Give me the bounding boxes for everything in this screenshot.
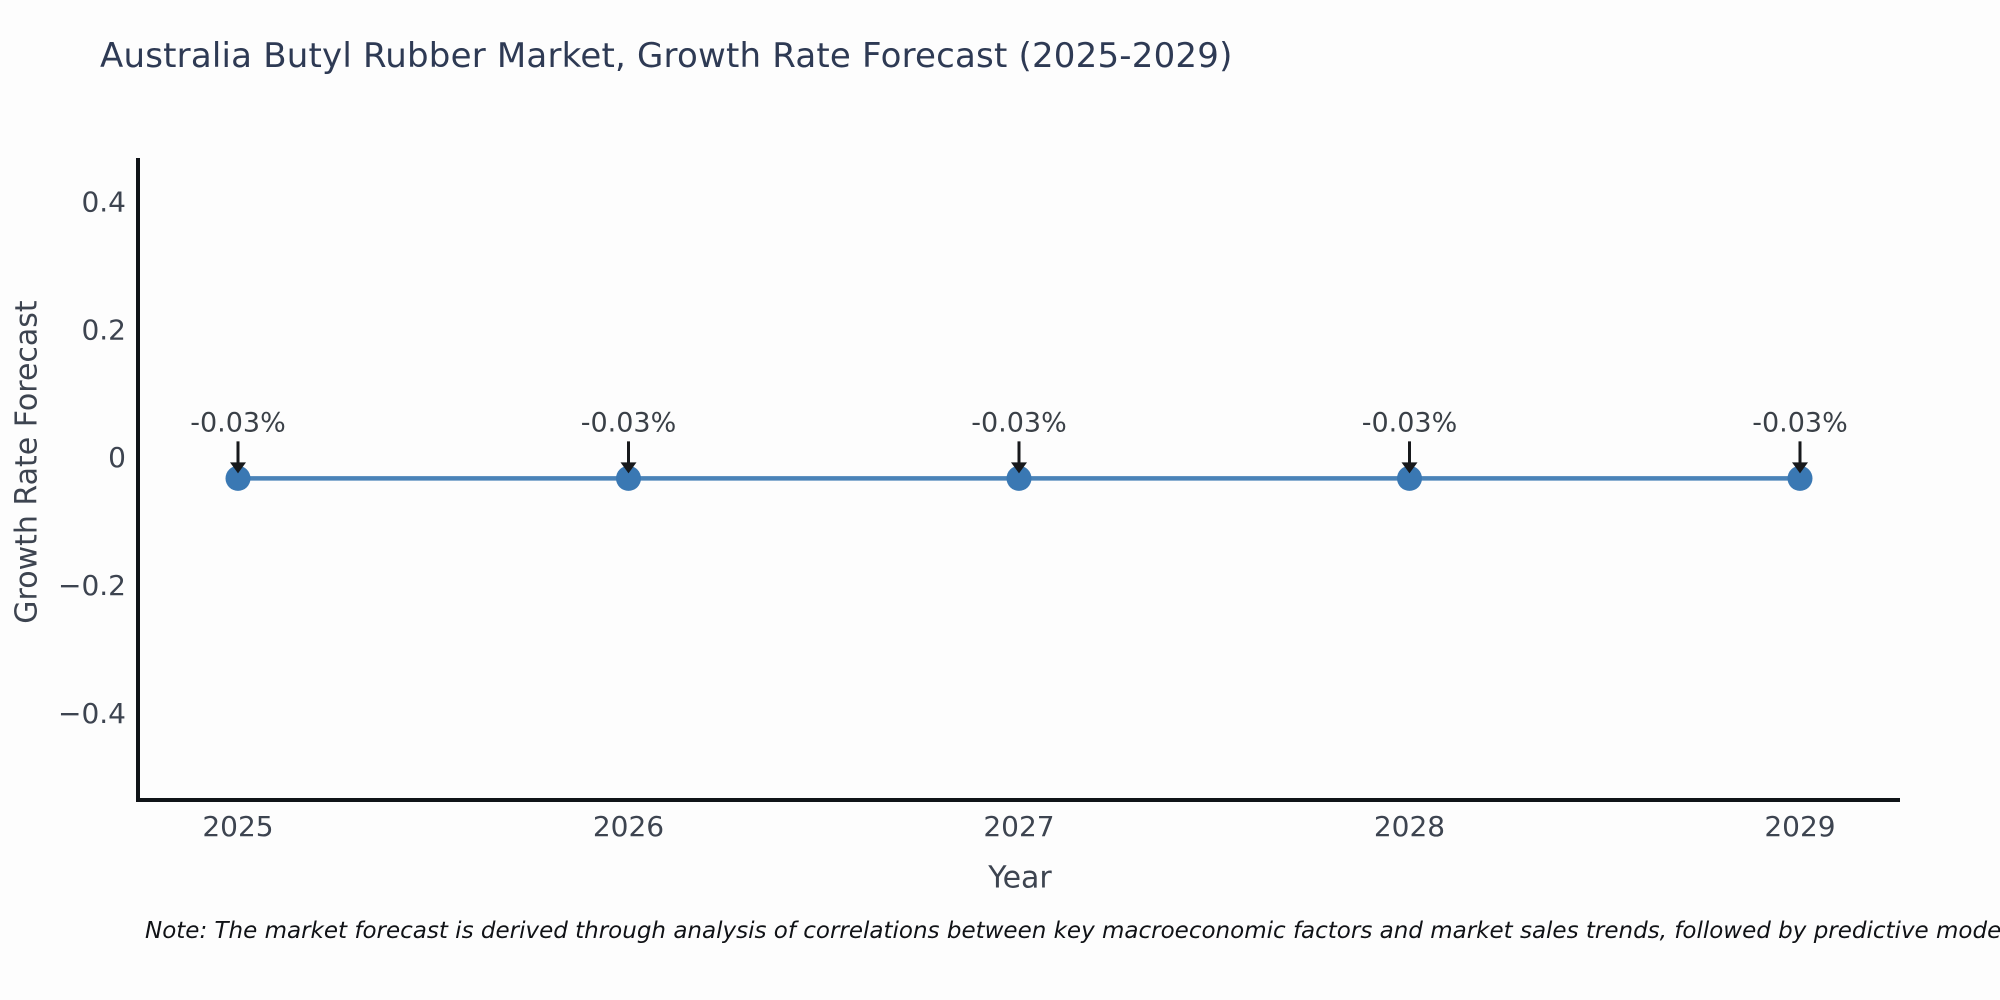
- data-point-marker: [616, 465, 641, 491]
- chart-title: Australia Butyl Rubber Market, Growth Ra…: [100, 36, 1233, 76]
- annotation-arrowhead: [1792, 462, 1808, 474]
- point-annotation: -0.03%: [190, 407, 286, 438]
- point-annotation: -0.03%: [1362, 407, 1458, 438]
- y-tick-label: 0.2: [81, 313, 126, 346]
- annotation-arrowhead: [620, 462, 637, 474]
- data-point-marker: [1397, 465, 1422, 491]
- x-tick-label: 2029: [1764, 810, 1835, 843]
- annotation-arrowhead: [1401, 462, 1418, 474]
- y-tick-label: 0: [108, 441, 126, 474]
- annotation-arrowhead: [1011, 462, 1027, 474]
- x-tick-label: 2025: [202, 810, 273, 843]
- x-tick-label: 2027: [983, 810, 1054, 843]
- y-tick-label: −0.4: [58, 697, 126, 730]
- point-annotation: -0.03%: [971, 407, 1067, 438]
- data-point-marker: [225, 465, 251, 491]
- point-annotation: -0.03%: [581, 407, 677, 438]
- y-tick-label: −0.2: [58, 569, 126, 602]
- y-tick-label: 0.4: [81, 185, 126, 218]
- data-point-marker: [1006, 465, 1032, 491]
- footnote: Note: The market forecast is derived thr…: [145, 918, 2000, 944]
- point-annotation: -0.03%: [1752, 407, 1848, 438]
- x-axis-title: Year: [988, 860, 1052, 896]
- annotation-arrowhead: [230, 462, 246, 474]
- x-tick-label: 2028: [1374, 810, 1445, 843]
- x-tick-label: 2026: [593, 810, 664, 843]
- data-point-marker: [1787, 465, 1813, 491]
